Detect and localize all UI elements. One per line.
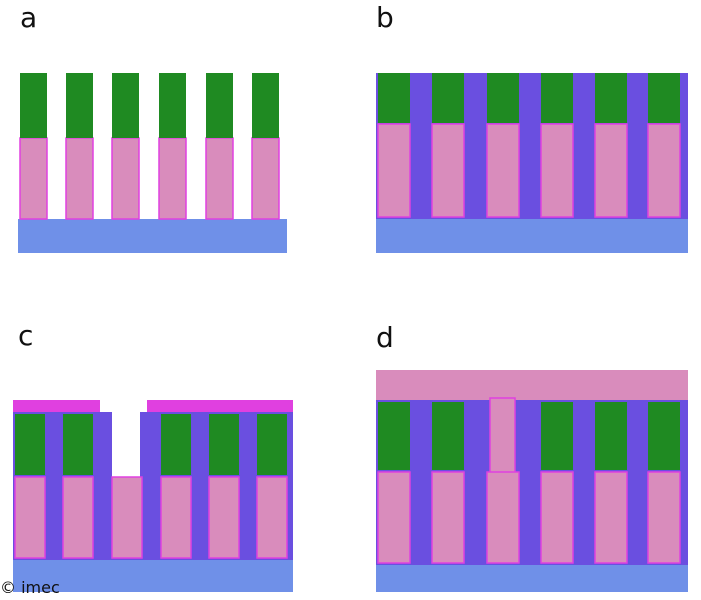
pillar-green (541, 402, 573, 470)
pillar-green (161, 414, 191, 475)
panel-label: b (376, 1, 394, 34)
pillar-green (257, 414, 287, 475)
pillar-green (209, 414, 239, 475)
pillar-green (112, 73, 139, 138)
pillar-pink (205, 137, 234, 220)
pillar-pink (158, 137, 187, 220)
pillar-pink (14, 476, 46, 559)
pillar-green (252, 73, 279, 138)
fill (13, 412, 293, 560)
pillar-pink (647, 123, 681, 218)
pillar-green (541, 73, 573, 123)
pillar-pink (111, 137, 140, 220)
pillar-pink (486, 471, 520, 564)
pillar-pink (62, 476, 94, 559)
pillar-green (487, 73, 519, 123)
pillar-pink (431, 471, 465, 564)
panel-label: d (376, 321, 394, 354)
pillar-green (432, 73, 464, 123)
pillar-pink (208, 476, 240, 559)
top-layer (147, 400, 293, 412)
pillar-green (378, 73, 410, 123)
pillar-green (15, 414, 45, 475)
fill (376, 400, 688, 565)
pillar-green (595, 402, 627, 470)
pillar-pink (65, 137, 94, 220)
pillar-pink (377, 471, 411, 564)
pillar-pink (19, 137, 48, 220)
pillar-green (206, 73, 233, 138)
pillar-green (20, 73, 47, 138)
pillar-pink (540, 471, 574, 564)
pillar-green (378, 402, 410, 470)
pillar-pink (111, 476, 143, 559)
pillar-green (159, 73, 186, 138)
pillar-pink (540, 123, 574, 218)
substrate (13, 560, 293, 592)
substrate (376, 219, 688, 253)
copyright: © imec (0, 578, 60, 597)
pillar-pink (251, 137, 280, 220)
pillar-pink (594, 471, 628, 564)
panel-label: c (18, 319, 33, 352)
pillar-green (432, 402, 464, 470)
pillar-pink (431, 123, 465, 218)
pillar-pink (486, 123, 520, 218)
substrate (376, 565, 688, 592)
substrate (18, 219, 287, 253)
top-layer (13, 400, 100, 412)
pillar-green (648, 402, 680, 470)
pillar-pink (594, 123, 628, 218)
panel-label: a (20, 1, 37, 34)
pillar-green (648, 73, 680, 123)
pillar-green (63, 414, 93, 475)
pillar-pink (256, 476, 288, 559)
pillar-green (66, 73, 93, 138)
notch (112, 400, 140, 477)
pillar-pink (377, 123, 411, 218)
shapes (13, 73, 688, 592)
pillar-pink (647, 471, 681, 564)
fill (376, 73, 688, 219)
stem (489, 397, 516, 475)
pillar-green (595, 73, 627, 123)
top-layer (376, 370, 688, 400)
pillar-pink (160, 476, 192, 559)
